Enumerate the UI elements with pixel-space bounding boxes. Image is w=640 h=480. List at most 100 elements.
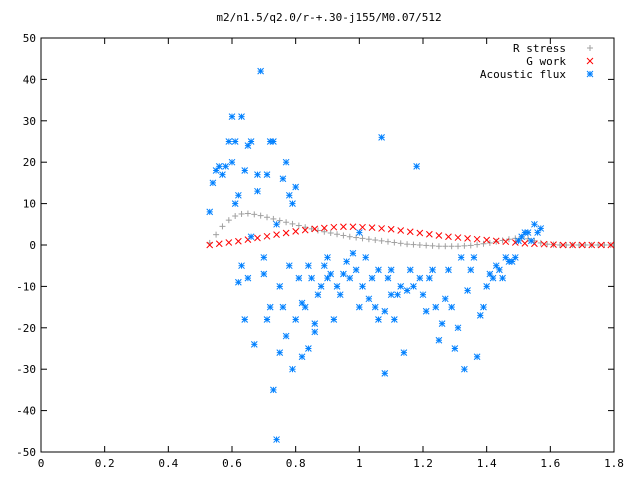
- data-point: [445, 233, 452, 241]
- data-point: [406, 266, 414, 274]
- data-point: [317, 283, 325, 290]
- x-tick-label: 1.4: [477, 457, 497, 470]
- data-point: [476, 312, 484, 319]
- data-point: [474, 241, 481, 248]
- data-point: [219, 223, 226, 230]
- x-tick-label: 1: [356, 457, 363, 470]
- data-point: [359, 283, 366, 290]
- data-point: [343, 258, 350, 265]
- data-point: [355, 303, 363, 311]
- data-point: [263, 171, 271, 178]
- data-point: [473, 353, 481, 361]
- legend-label: R stress: [513, 42, 566, 55]
- data-point: [231, 200, 239, 207]
- data-point: [486, 270, 494, 278]
- data-point: [238, 262, 245, 270]
- data-point: [324, 274, 331, 282]
- data-point: [264, 214, 271, 221]
- data-point: [244, 142, 252, 149]
- data-point: [276, 283, 284, 290]
- data-point: [298, 353, 306, 361]
- data-point: [225, 138, 233, 145]
- data-point: [324, 254, 331, 261]
- y-tick-label: 0: [29, 239, 36, 252]
- data-point: [292, 183, 300, 191]
- data-point: [464, 235, 471, 242]
- data-point: [330, 316, 338, 323]
- plot-frame: [40, 37, 615, 453]
- data-point: [368, 224, 376, 231]
- data-point: [285, 262, 293, 270]
- data-point: [569, 241, 576, 249]
- data-point: [372, 237, 379, 244]
- data-point: [451, 345, 459, 352]
- data-point: [438, 320, 446, 328]
- data-point: [391, 239, 398, 246]
- data-point: [333, 283, 341, 290]
- data-point: [470, 254, 478, 261]
- data-point: [527, 237, 535, 245]
- data-point: [423, 242, 430, 249]
- data-point: [448, 303, 456, 311]
- y-tick-label: 10: [23, 198, 36, 211]
- y-tick-label: -40: [16, 405, 36, 418]
- data-point: [327, 270, 335, 278]
- data-point: [251, 211, 258, 218]
- data-point: [346, 233, 353, 240]
- data-point: [228, 158, 236, 166]
- data-point: [416, 242, 423, 248]
- data-point: [359, 223, 366, 231]
- data-point: [289, 220, 296, 227]
- y-tick-label: 30: [23, 115, 36, 128]
- data-point: [518, 233, 526, 241]
- data-point: [493, 238, 500, 245]
- data-point: [305, 345, 312, 352]
- legend-marker: [587, 45, 593, 51]
- data-point: [238, 210, 245, 217]
- data-point: [607, 241, 615, 249]
- data-point: [426, 274, 433, 282]
- data-point: [496, 266, 503, 274]
- data-point: [295, 274, 303, 282]
- data-point: [285, 191, 293, 199]
- data-point: [537, 225, 545, 232]
- data-point: [540, 240, 548, 248]
- data-point: [244, 274, 252, 282]
- data-point: [270, 138, 277, 145]
- data-point: [283, 219, 290, 226]
- legend-label: G work: [526, 55, 566, 68]
- data-point: [582, 242, 589, 248]
- data-point: [387, 266, 395, 274]
- data-point: [289, 365, 296, 373]
- data-point: [429, 242, 436, 249]
- data-point: [457, 254, 465, 261]
- data-point: [365, 295, 373, 303]
- data-point: [461, 242, 468, 249]
- data-point: [279, 303, 287, 311]
- data-point: [531, 220, 538, 228]
- data-point: [442, 243, 449, 250]
- data-point: [241, 316, 249, 323]
- data-point: [349, 249, 357, 257]
- legend-marker: [586, 57, 594, 65]
- data-point: [492, 262, 500, 270]
- data-point: [276, 349, 284, 356]
- data-point: [394, 291, 401, 299]
- data-point: [308, 274, 315, 282]
- data-point: [282, 158, 290, 166]
- x-tick-label: 1.2: [413, 457, 433, 470]
- data-point: [483, 236, 491, 244]
- series-r-stress: [206, 210, 614, 250]
- data-point: [215, 240, 223, 248]
- data-point: [257, 67, 265, 75]
- data-point: [387, 225, 395, 233]
- data-point: [575, 242, 582, 248]
- data-point: [232, 213, 239, 220]
- data-point: [515, 237, 522, 245]
- data-point: [597, 241, 605, 249]
- data-point: [559, 241, 567, 249]
- data-point: [492, 237, 500, 245]
- data-point: [483, 283, 491, 290]
- data-point: [352, 266, 360, 274]
